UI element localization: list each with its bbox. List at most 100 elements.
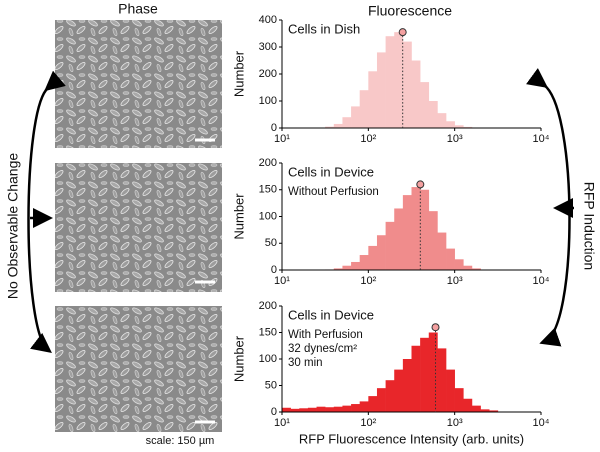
bar xyxy=(342,117,352,128)
x-tick-label: 10¹ xyxy=(274,417,290,429)
bar xyxy=(342,265,352,270)
bar xyxy=(290,408,300,412)
bar xyxy=(299,408,309,412)
y-tick-label: 100 xyxy=(259,353,277,365)
phase-title: Phase xyxy=(118,1,158,17)
y-tick-label: 50 xyxy=(265,237,277,249)
bar xyxy=(325,126,335,128)
y-tick-label: 400 xyxy=(259,14,277,26)
x-tick-label: 10² xyxy=(360,133,376,145)
bar xyxy=(480,409,490,412)
bar xyxy=(489,410,499,412)
bar xyxy=(307,407,317,412)
bar xyxy=(385,36,395,129)
annotation: 32 dynes/cm² xyxy=(288,343,357,355)
bar xyxy=(368,396,378,412)
annotation: With Perfusion xyxy=(288,329,363,341)
left-label: No Observable Change xyxy=(5,153,21,300)
bar xyxy=(351,404,360,412)
bar xyxy=(463,398,473,412)
x-tick-label: 10⁴ xyxy=(533,417,550,429)
bar xyxy=(376,52,386,128)
bar xyxy=(437,348,447,412)
bar xyxy=(411,187,421,270)
phase-image xyxy=(55,306,222,432)
bar xyxy=(463,265,473,270)
y-tick-label: 300 xyxy=(259,41,277,53)
bar xyxy=(394,369,404,412)
bar xyxy=(420,337,430,412)
y-tick-label: 150 xyxy=(259,184,277,196)
bar xyxy=(437,113,447,128)
bar xyxy=(454,388,464,412)
median-marker xyxy=(398,28,407,37)
bar xyxy=(394,32,404,128)
x-tick-label: 10³ xyxy=(447,275,463,287)
y-tick-label: 100 xyxy=(259,95,277,107)
bar xyxy=(316,406,326,412)
bar xyxy=(333,123,343,128)
x-tick-label: 10¹ xyxy=(274,275,290,287)
right-label: RFP Induction xyxy=(581,182,597,270)
bar xyxy=(325,407,335,412)
bar xyxy=(428,101,438,128)
y-axis-label: Number xyxy=(231,193,246,240)
phase-image xyxy=(55,20,222,148)
bar xyxy=(446,248,455,270)
arrow xyxy=(525,68,571,347)
bar xyxy=(402,359,412,412)
y-tick-label: 0 xyxy=(271,264,277,276)
bar xyxy=(420,82,430,128)
bar xyxy=(333,406,343,412)
bar xyxy=(402,195,412,270)
annotation: 30 min xyxy=(288,357,323,369)
x-tick-label: 10² xyxy=(360,417,376,429)
bar xyxy=(471,405,481,412)
median-marker xyxy=(416,180,425,189)
annotation: Cells in Device xyxy=(288,307,374,322)
y-tick-label: 0 xyxy=(271,122,277,134)
y-tick-label: 200 xyxy=(259,157,277,169)
bar xyxy=(428,211,438,270)
bar xyxy=(368,245,378,270)
bar xyxy=(351,261,360,270)
bar xyxy=(428,332,438,412)
bar xyxy=(446,369,455,412)
bar xyxy=(351,106,360,128)
annotation: Cells in Device xyxy=(288,164,374,179)
y-axis-label: Number xyxy=(231,50,246,97)
x-tick-label: 10³ xyxy=(447,133,463,145)
bar xyxy=(368,71,378,128)
y-tick-label: 0 xyxy=(271,406,277,418)
bar xyxy=(359,90,369,128)
bar xyxy=(385,380,395,412)
bar xyxy=(471,268,481,270)
bar xyxy=(446,121,455,128)
median-marker xyxy=(431,323,440,332)
x-tick-label: 10⁴ xyxy=(533,275,550,287)
annotation: Without Perfusion xyxy=(288,186,379,198)
bar xyxy=(359,255,369,270)
bar xyxy=(437,232,447,270)
bar xyxy=(282,407,291,412)
bar xyxy=(420,189,430,270)
x-tick-label: 10¹ xyxy=(274,133,290,145)
bar xyxy=(411,345,421,412)
x-tick-label: 10³ xyxy=(447,417,463,429)
bar xyxy=(376,388,386,412)
bar xyxy=(394,208,404,270)
y-tick-label: 100 xyxy=(259,210,277,222)
bar xyxy=(342,405,352,412)
y-tick-label: 150 xyxy=(259,326,277,338)
bar xyxy=(454,125,464,128)
y-axis-label: Number xyxy=(231,335,246,382)
annotation: Cells in Dish xyxy=(288,21,360,36)
bar xyxy=(463,126,473,128)
phase-image xyxy=(55,163,222,292)
fluorescence-title: Fluorescence xyxy=(368,3,452,19)
arrow xyxy=(27,70,66,354)
y-tick-label: 50 xyxy=(265,379,277,391)
bar xyxy=(376,235,386,270)
bar xyxy=(454,259,464,270)
